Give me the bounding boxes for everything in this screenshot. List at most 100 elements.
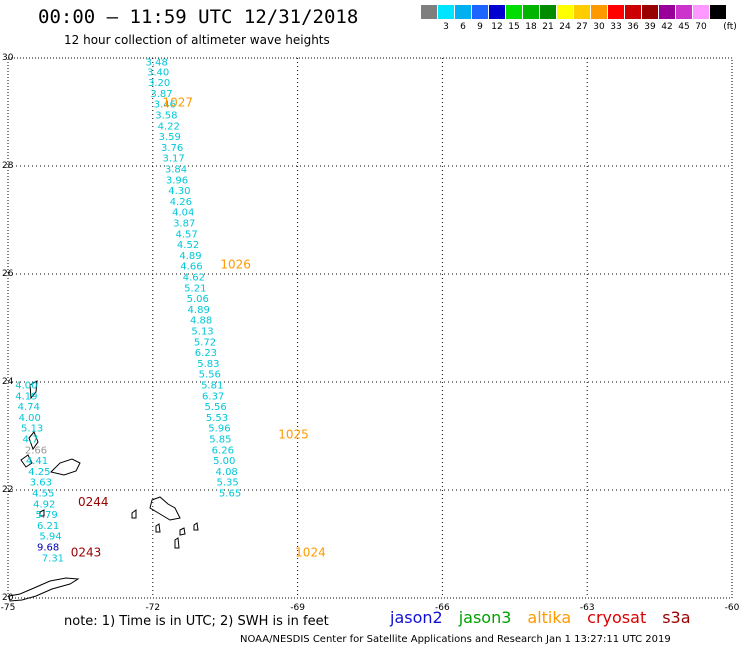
wave-height-value: 4.30	[168, 186, 190, 197]
island-inagua	[50, 458, 81, 476]
pass-number-label: 1027	[162, 96, 193, 110]
legend-label: 33	[610, 22, 622, 32]
pass-number-label: 1026	[220, 258, 251, 272]
legend-swatch	[710, 5, 726, 19]
lon-tick-label: -66	[435, 603, 450, 613]
wave-height-value: 4.22	[158, 121, 180, 132]
satellite-name: jason2	[390, 608, 443, 627]
island-acklins	[28, 431, 39, 451]
legend-swatch	[676, 5, 692, 19]
wave-height-value: 4.88	[190, 316, 212, 327]
island-bank-2	[179, 527, 186, 536]
legend-swatch	[506, 5, 522, 19]
wave-height-value: 6.37	[202, 391, 224, 402]
wave-height-value: 4.89	[179, 251, 201, 262]
wave-height-value: 3.58	[155, 110, 177, 121]
legend-swatch	[591, 5, 607, 19]
legend-swatch	[489, 5, 505, 19]
island-silver	[174, 537, 180, 549]
legend-label: 15	[508, 22, 520, 32]
legend-label: 42	[661, 22, 673, 32]
wave-height-value: 4.25	[28, 467, 50, 478]
footnote: note: 1) Time is in UTC; 2) SWH is in fe…	[64, 614, 329, 629]
legend-swatch	[625, 5, 641, 19]
wave-height-value: 3.76	[161, 143, 183, 154]
legend-label: 12	[491, 22, 503, 32]
lat-tick-label: 28	[2, 161, 14, 171]
wave-height-value: 5.94	[39, 532, 61, 543]
wave-height-value: 5.13	[21, 424, 43, 435]
wave-height-value: 4.7	[22, 434, 38, 445]
satellite-name: cryosat	[587, 608, 647, 627]
wave-height-value: 5.35	[217, 478, 239, 489]
wave-height-value: 2.66	[25, 445, 47, 456]
legend-swatch	[659, 5, 675, 19]
legend-swatch	[421, 5, 437, 19]
wave-height-value: 3.40	[147, 67, 169, 78]
map-frame	[7, 57, 733, 599]
island-small-2	[39, 509, 45, 517]
map-grid	[7, 57, 733, 599]
land-outlines	[8, 380, 199, 602]
lat-tick-label: 24	[2, 377, 14, 387]
island-long	[29, 380, 38, 400]
satellite-name: jason3	[458, 608, 512, 627]
chart-title: 00:00 – 11:59 UTC 12/31/2018	[38, 6, 359, 28]
lon-tick-label: -63	[580, 603, 595, 613]
wave-height-value: 5.65	[219, 488, 241, 499]
legend-label: 27	[576, 22, 588, 32]
wave-height-value: 3.59	[159, 132, 181, 143]
wave-height-value: 3.17	[162, 154, 184, 165]
wave-height-value: 4.08	[216, 467, 238, 478]
satellite-name: altika	[527, 608, 572, 627]
wave-height-value: 4.74	[18, 402, 40, 413]
legend-swatch	[455, 5, 471, 19]
legend-label: 6	[460, 22, 466, 32]
wave-height-value: 5.06	[187, 294, 209, 305]
chart-subtitle: 12 hour collection of altimeter wave hei…	[64, 33, 330, 47]
wave-height-value: 4.00	[19, 413, 41, 424]
legend-label: 21	[542, 22, 554, 32]
wave-height-value: 5.83	[197, 359, 219, 370]
wave-height-value: 3.48	[146, 58, 168, 69]
wave-height-value: 3.84	[165, 164, 187, 175]
lat-tick-label: 30	[2, 53, 14, 63]
lat-tick-label: 26	[2, 269, 14, 279]
legend-label: 45	[678, 22, 690, 32]
wave-height-value: 5.53	[206, 413, 228, 424]
credit-line: NOAA/NESDIS Center for Satellite Applica…	[240, 634, 671, 645]
wave-height-value: 5.79	[36, 510, 58, 521]
legend-label: 36	[627, 22, 639, 32]
legend-label: 18	[525, 22, 537, 32]
legend-swatch	[523, 5, 539, 19]
wave-height-value: 4.19	[15, 391, 37, 402]
wave-height-value: 4.04	[172, 208, 194, 219]
legend-label: 39	[644, 22, 656, 32]
wave-height-value: 6.21	[37, 521, 59, 532]
wave-height-value: 4.66	[180, 262, 202, 273]
wave-height-value: 3.63	[30, 478, 52, 489]
wave-height-value: 5.56	[204, 402, 226, 413]
legend-swatch	[557, 5, 573, 19]
lon-tick-label: -72	[145, 603, 160, 613]
wave-height-value: 6.26	[212, 445, 234, 456]
wave-height-value: 5.13	[191, 326, 213, 337]
wave-height-value: 3.87	[150, 89, 172, 100]
legend-swatch	[540, 5, 556, 19]
wave-height-value: 4.52	[177, 240, 199, 251]
wave-height-value: 3.96	[166, 175, 188, 186]
pass-number-label: 1025	[278, 428, 309, 442]
wave-height-value: 5.56	[199, 370, 221, 381]
legend-swatch	[693, 5, 709, 19]
legend-swatch	[574, 5, 590, 19]
wave-height-value: 4.89	[188, 305, 210, 316]
wave-height-value: 5.96	[208, 424, 230, 435]
wave-height-value: 5.72	[194, 337, 216, 348]
pass-number-label: 1024	[295, 545, 326, 559]
island-caicos	[149, 496, 181, 521]
legend-swatch	[608, 5, 624, 19]
wave-height-value: 3.87	[173, 218, 195, 229]
wave-height-value: 6.23	[195, 348, 217, 359]
wave-height-value: 5.00	[213, 456, 235, 467]
lon-tick-label: -60	[725, 603, 740, 613]
